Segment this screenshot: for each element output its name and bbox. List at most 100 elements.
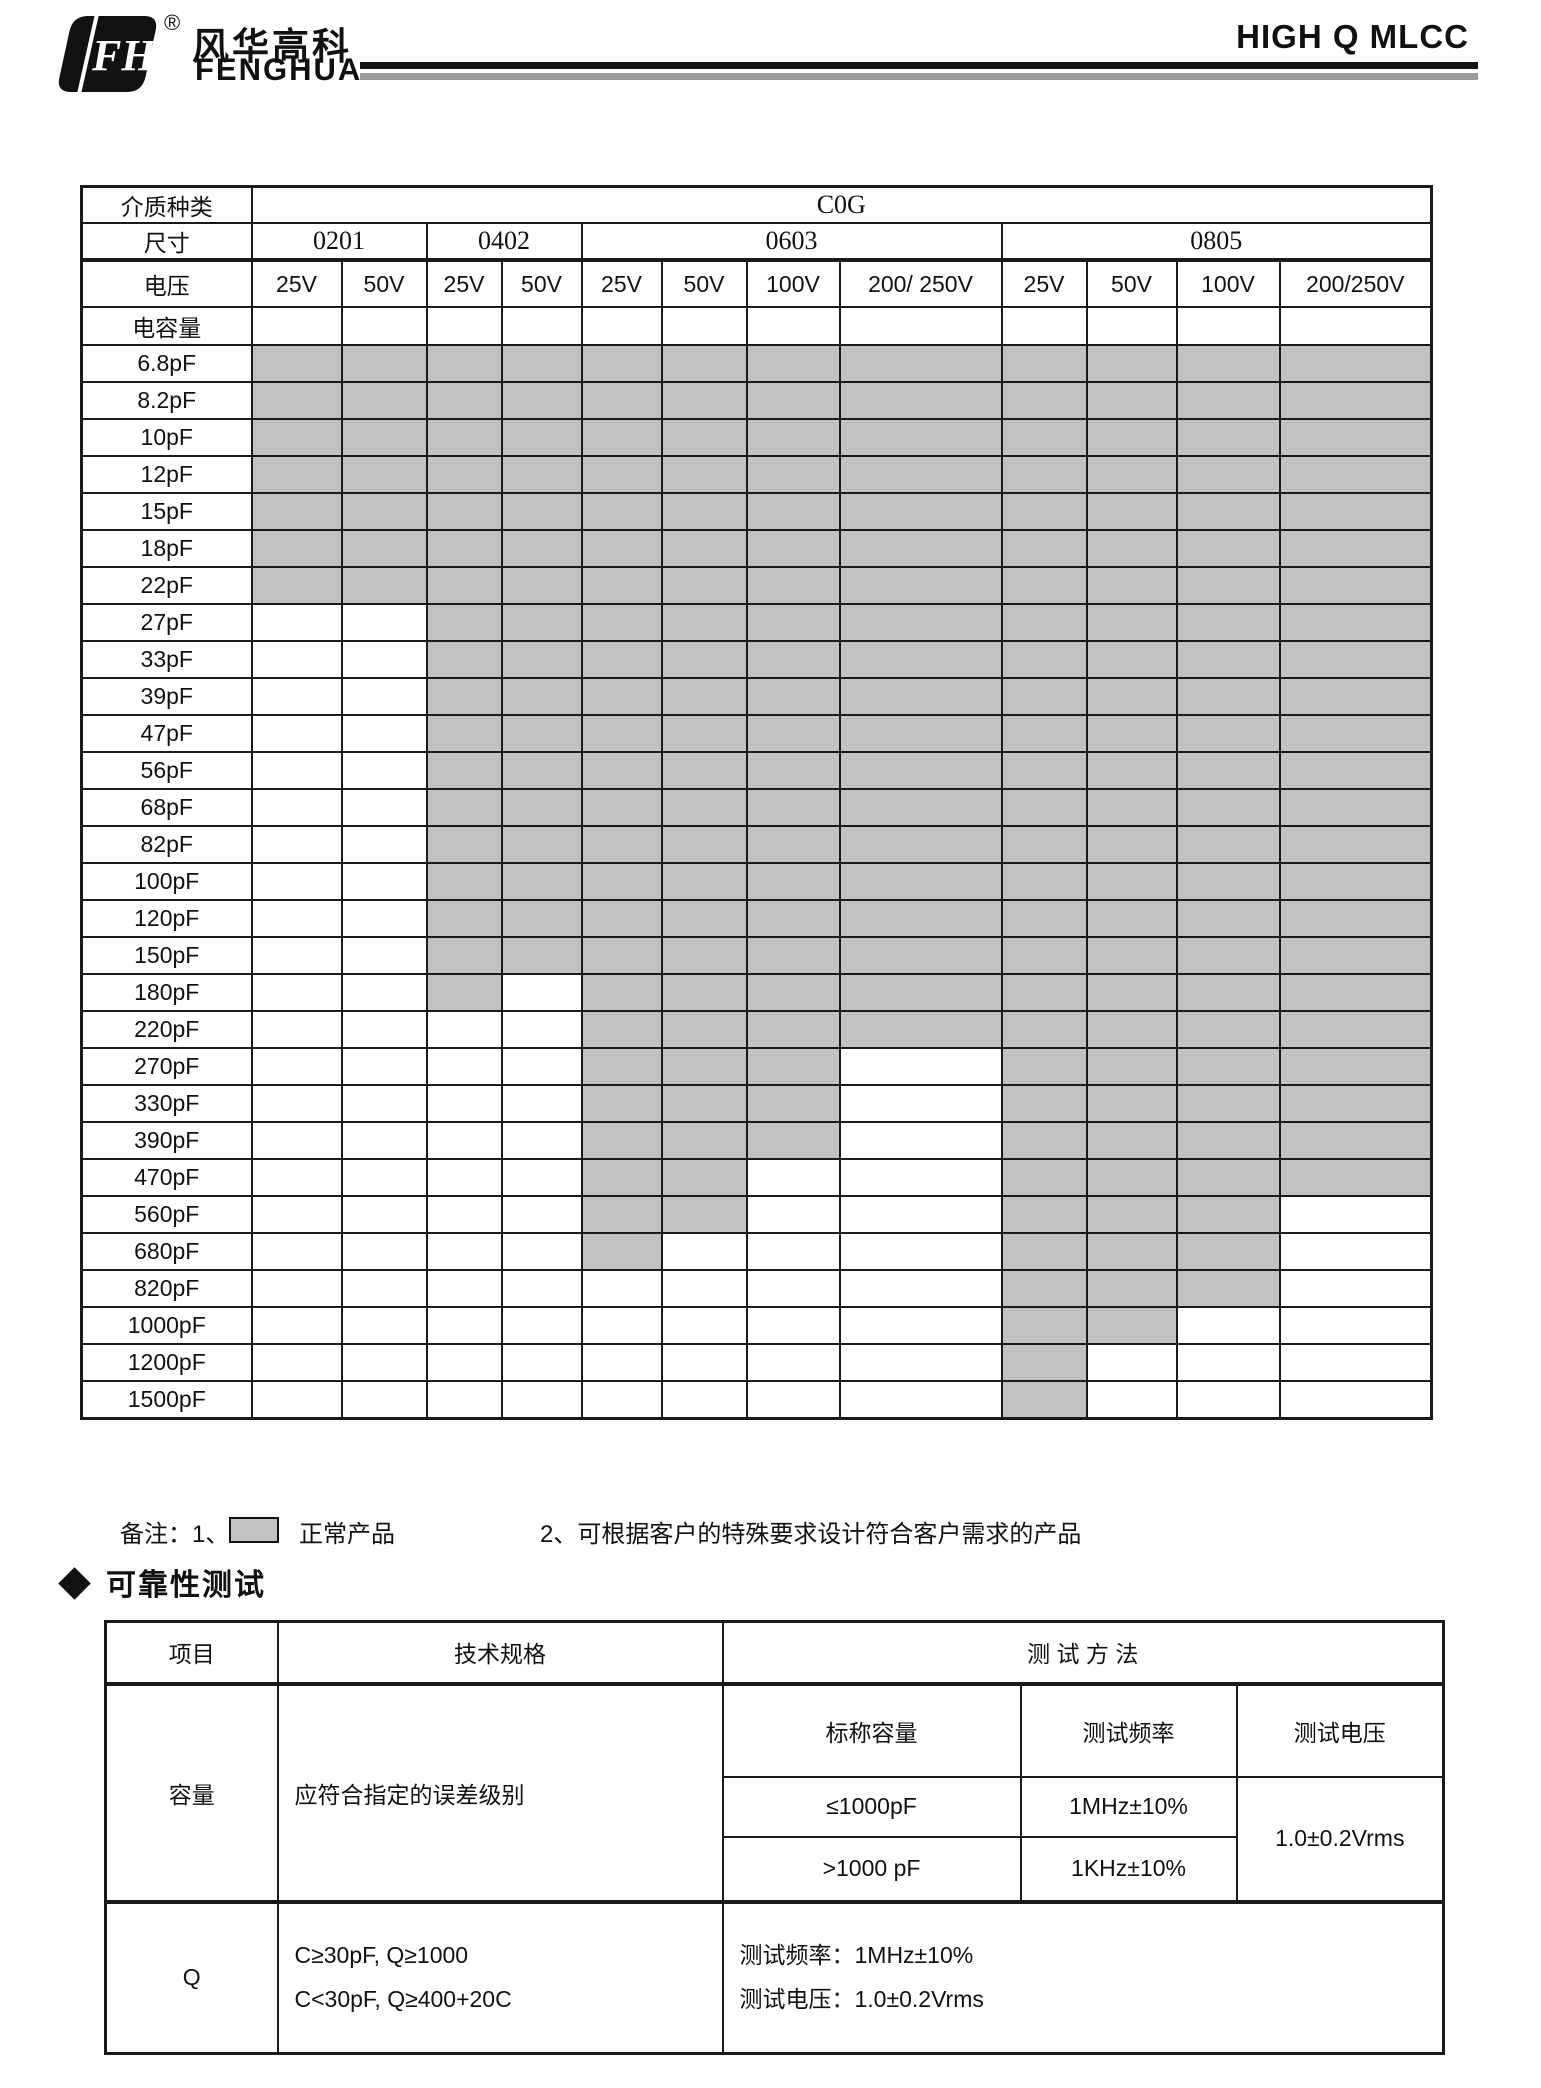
- availability-cell-normal-product: [1085, 381, 1178, 420]
- availability-cell-normal-product: [745, 677, 841, 716]
- availability-cell-empty: [425, 1306, 503, 1345]
- capacitance-row: 10pF: [80, 418, 1433, 457]
- availability-cell-normal-product: [580, 1084, 663, 1123]
- availability-cell-empty: [425, 1158, 503, 1197]
- availability-cell-empty: [745, 1380, 841, 1419]
- availability-cell-normal-product: [1278, 973, 1433, 1012]
- capacitance-row: 15pF: [80, 492, 1433, 531]
- availability-cell-normal-product: [1278, 1158, 1433, 1197]
- availability-cell-normal-product: [745, 1121, 841, 1160]
- availability-cell-normal-product: [1085, 603, 1178, 642]
- availability-cell-normal-product: [1085, 1232, 1178, 1271]
- availability-cell-empty: [500, 1269, 583, 1308]
- availability-cell-empty: [340, 677, 428, 716]
- availability-cell-normal-product: [1278, 344, 1433, 383]
- availability-cell-empty: [250, 1010, 343, 1049]
- capacitance-row: 330pF: [80, 1084, 1433, 1123]
- availability-cell-normal-product: [1278, 936, 1433, 975]
- capacitance-value-label: 82pF: [80, 825, 253, 864]
- dielectric-label: 介质种类: [80, 185, 253, 224]
- availability-cell-normal-product: [1085, 1084, 1178, 1123]
- availability-cell-normal-product: [660, 1121, 748, 1160]
- capacitance-row: 56pF: [80, 751, 1433, 790]
- availability-cell-normal-product: [1085, 1195, 1178, 1234]
- availability-cell-empty: [500, 1343, 583, 1382]
- availability-cell-empty: [250, 1343, 343, 1382]
- capacitance-value-label: 56pF: [80, 751, 253, 790]
- availability-cell-empty: [1278, 1343, 1433, 1382]
- availability-cell-normal-product: [660, 1084, 748, 1123]
- availability-cell-normal-product: [500, 603, 583, 642]
- capacitance-value-label: 18pF: [80, 529, 253, 568]
- capacitance-value-label: 470pF: [80, 1158, 253, 1197]
- availability-cell-normal-product: [660, 1158, 748, 1197]
- availability-cell-normal-product: [340, 492, 428, 531]
- availability-cell-empty: [838, 1232, 1003, 1271]
- availability-cell-empty: [250, 1195, 343, 1234]
- availability-cell-normal-product: [1278, 751, 1433, 790]
- capacitance-row: 8.2pF: [80, 381, 1433, 420]
- capacity-row-le1000: ≤1000pF 1MHz±10% 1.0±0.2Vrms: [106, 1775, 1445, 1903]
- availability-cell-empty: [250, 1232, 343, 1271]
- availability-cell-normal-product: [500, 899, 583, 938]
- availability-cell-normal-product: [1278, 1010, 1433, 1049]
- availability-cell-empty: [1278, 1269, 1433, 1308]
- test-voltage-cell: 1.0±0.2Vrms: [1235, 1775, 1445, 1903]
- availability-cell-normal-product: [838, 973, 1003, 1012]
- availability-cell-normal-product: [745, 492, 841, 531]
- availability-cell-empty: [340, 1084, 428, 1123]
- availability-cell-normal-product: [1085, 677, 1178, 716]
- availability-cell-empty: [340, 603, 428, 642]
- availability-cell-normal-product: [1085, 1158, 1178, 1197]
- availability-cell-empty: [425, 1232, 503, 1271]
- availability-cell-normal-product: [1085, 418, 1178, 457]
- dielectric-value: C0G: [250, 185, 1433, 224]
- availability-cell-normal-product: [838, 455, 1003, 494]
- subheader-test-voltage: 测试电压: [1235, 1682, 1445, 1778]
- availability-cell-normal-product: [660, 973, 748, 1012]
- availability-cell-normal-product: [838, 1010, 1003, 1049]
- capacitance-row: 68pF: [80, 788, 1433, 827]
- availability-cell-empty: [250, 1306, 343, 1345]
- availability-cell-normal-product: [660, 751, 748, 790]
- capacity-subheader-row: 容量 应符合指定的误差级别 标称容量 测试频率 测试电压: [104, 1682, 1445, 1903]
- reliability-header-row: 项目 技术规格 测 试 方 法: [104, 1620, 1445, 1686]
- availability-cell-normal-product: [1175, 603, 1281, 642]
- availability-cell-normal-product: [838, 825, 1003, 864]
- availability-cell-empty: [580, 1343, 663, 1382]
- availability-cell-normal-product: [745, 714, 841, 753]
- availability-cell-normal-product: [580, 1010, 663, 1049]
- availability-cell-normal-product: [1278, 418, 1433, 457]
- capacitance-row: 1200pF: [80, 1343, 1433, 1382]
- availability-cell-normal-product: [745, 936, 841, 975]
- q-method-line1: 测试频率：1MHz±10%: [739, 1942, 974, 1969]
- voltage-cell: 25V: [1000, 259, 1088, 308]
- header-rule-black: [360, 62, 1478, 69]
- availability-cell-normal-product: [1278, 899, 1433, 938]
- availability-cell-normal-product: [250, 344, 343, 383]
- availability-cell-normal-product: [660, 344, 748, 383]
- availability-cell-normal-product: [1278, 1047, 1433, 1086]
- availability-cell-normal-product: [1000, 529, 1088, 568]
- availability-cell-normal-product: [580, 1121, 663, 1160]
- availability-cell-normal-product: [1085, 492, 1178, 531]
- voltage-cell: 200/ 250V: [838, 259, 1003, 308]
- availability-cell-empty: [340, 788, 428, 827]
- availability-cell-empty: [250, 1380, 343, 1419]
- availability-cell-normal-product: [1000, 788, 1088, 827]
- availability-cell-normal-product: [425, 973, 503, 1012]
- availability-cell-empty: [250, 1047, 343, 1086]
- availability-cell-normal-product: [1000, 1121, 1088, 1160]
- availability-cell-normal-product: [1085, 973, 1178, 1012]
- availability-cell-normal-product: [580, 640, 663, 679]
- availability-cell-empty: [340, 973, 428, 1012]
- capacitance-row: 100pF: [80, 862, 1433, 901]
- availability-cell-normal-product: [250, 381, 343, 420]
- availability-cell-empty: [500, 1084, 583, 1123]
- brand-name-chinese: 风华高科: [192, 26, 352, 67]
- col-method-header: 测 试 方 法: [721, 1620, 1445, 1686]
- availability-cell-normal-product: [838, 381, 1003, 420]
- availability-cell-empty: [838, 1158, 1003, 1197]
- availability-cell-normal-product: [1085, 751, 1178, 790]
- availability-cell-empty: [340, 751, 428, 790]
